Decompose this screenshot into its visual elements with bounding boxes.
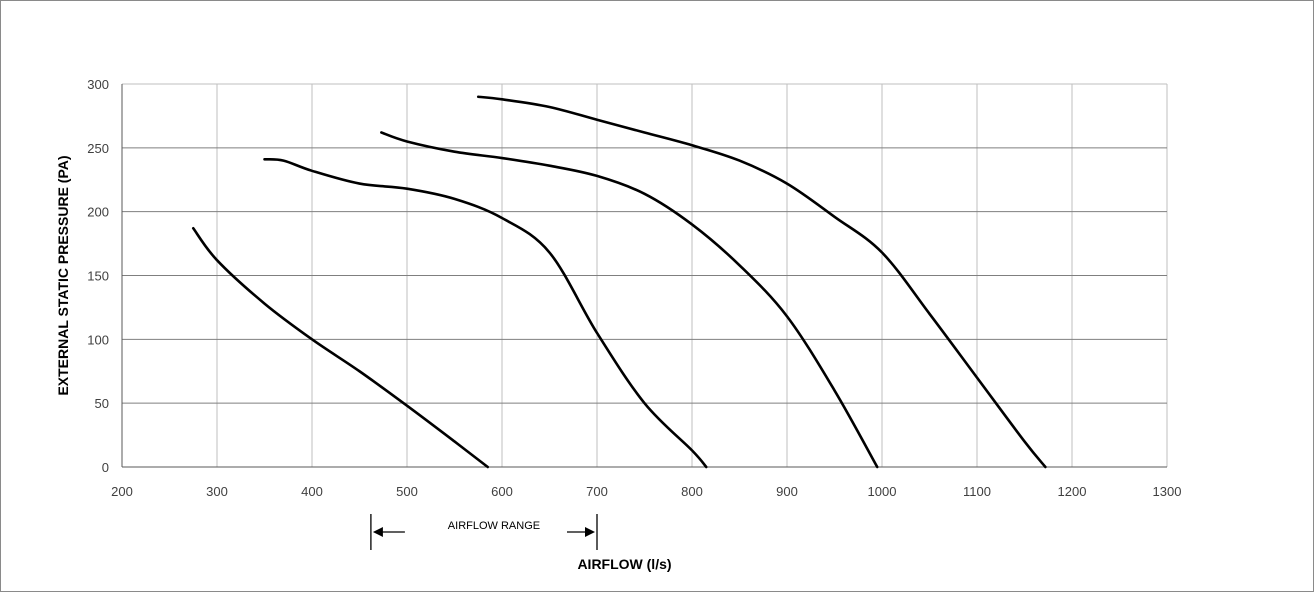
range-arrowhead-left [372, 527, 383, 537]
y-tick-label: 300 [87, 77, 109, 92]
x-tick-label: 900 [776, 484, 798, 499]
series-line-3 [380, 131, 879, 469]
x-tick-label: 1300 [1153, 484, 1182, 499]
x-tick-label: 1200 [1058, 484, 1087, 499]
y-tick-label: 100 [87, 332, 109, 347]
airflow-range-annotation: AIRFLOW RANGE [370, 514, 598, 550]
x-tick-label: 500 [396, 484, 418, 499]
y-tick-labels: 0 50 100 150 200 250 300 [87, 77, 109, 475]
x-axis-title: AIRFLOW (l/s) [577, 556, 671, 572]
axes [121, 84, 1167, 468]
x-tick-label: 800 [681, 484, 703, 499]
series-line-4 [476, 95, 1047, 469]
x-tick-label: 200 [111, 484, 133, 499]
x-tick-label: 1000 [868, 484, 897, 499]
y-tick-label: 250 [87, 141, 109, 156]
range-arrowhead-right [585, 527, 595, 537]
y-tick-label: 50 [95, 396, 109, 411]
y-axis-title: EXTERNAL STATIC PRESSURE (PA) [55, 155, 71, 395]
x-tick-label: 600 [491, 484, 513, 499]
x-tick-label: 300 [206, 484, 228, 499]
series-line-2 [263, 158, 708, 469]
x-tick-labels: 200 300 400 500 600 700 800 900 1000 1100 1200 1300 [111, 484, 1181, 499]
y-tick-label: 0 [102, 460, 109, 475]
airflow-range-label: AIRFLOW RANGE [448, 520, 540, 532]
x-tick-label: 400 [301, 484, 323, 499]
grid-lines [122, 83, 1168, 467]
series-line-1 [191, 226, 490, 469]
y-tick-label: 200 [87, 205, 109, 220]
series-lines [191, 95, 1047, 469]
y-tick-label: 150 [87, 269, 109, 284]
x-tick-label: 700 [586, 484, 608, 499]
x-tick-label: 1100 [963, 484, 991, 499]
